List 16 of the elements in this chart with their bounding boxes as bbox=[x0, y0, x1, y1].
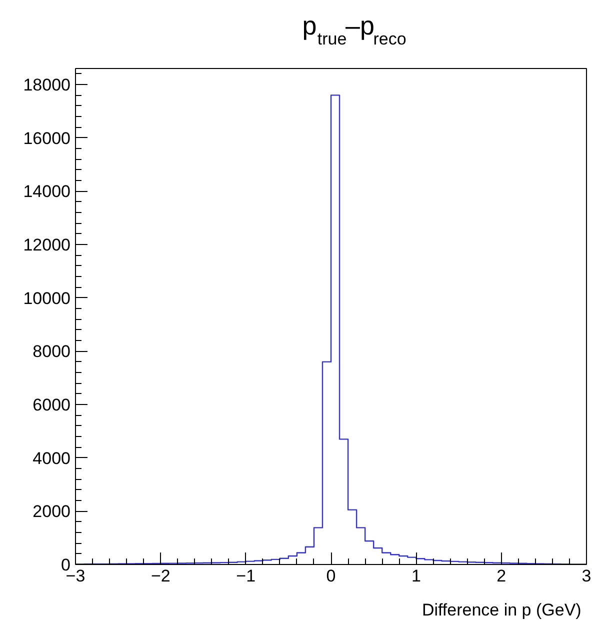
y-tick-label: 14000 bbox=[23, 182, 71, 202]
x-tick-label: 1 bbox=[411, 566, 421, 586]
y-tick-label: 10000 bbox=[23, 288, 71, 308]
y-tick-label: 18000 bbox=[23, 76, 71, 94]
x-axis-title: Difference in p (GeV) bbox=[422, 600, 582, 620]
y-tick-label: 16000 bbox=[23, 128, 71, 148]
x-tick-label: −1 bbox=[236, 566, 256, 586]
x-tick-label: 3 bbox=[582, 566, 592, 586]
x-tick-label: −2 bbox=[150, 566, 170, 586]
y-tick-label: 2000 bbox=[32, 502, 71, 522]
y-tick-label: 8000 bbox=[32, 342, 71, 362]
x-tick-label: 0 bbox=[326, 566, 336, 586]
y-tick-label: 4000 bbox=[32, 448, 71, 468]
x-tick-label: 2 bbox=[496, 566, 506, 586]
y-tick-label: 12000 bbox=[23, 236, 71, 254]
y-tick-label: 6000 bbox=[32, 396, 71, 414]
